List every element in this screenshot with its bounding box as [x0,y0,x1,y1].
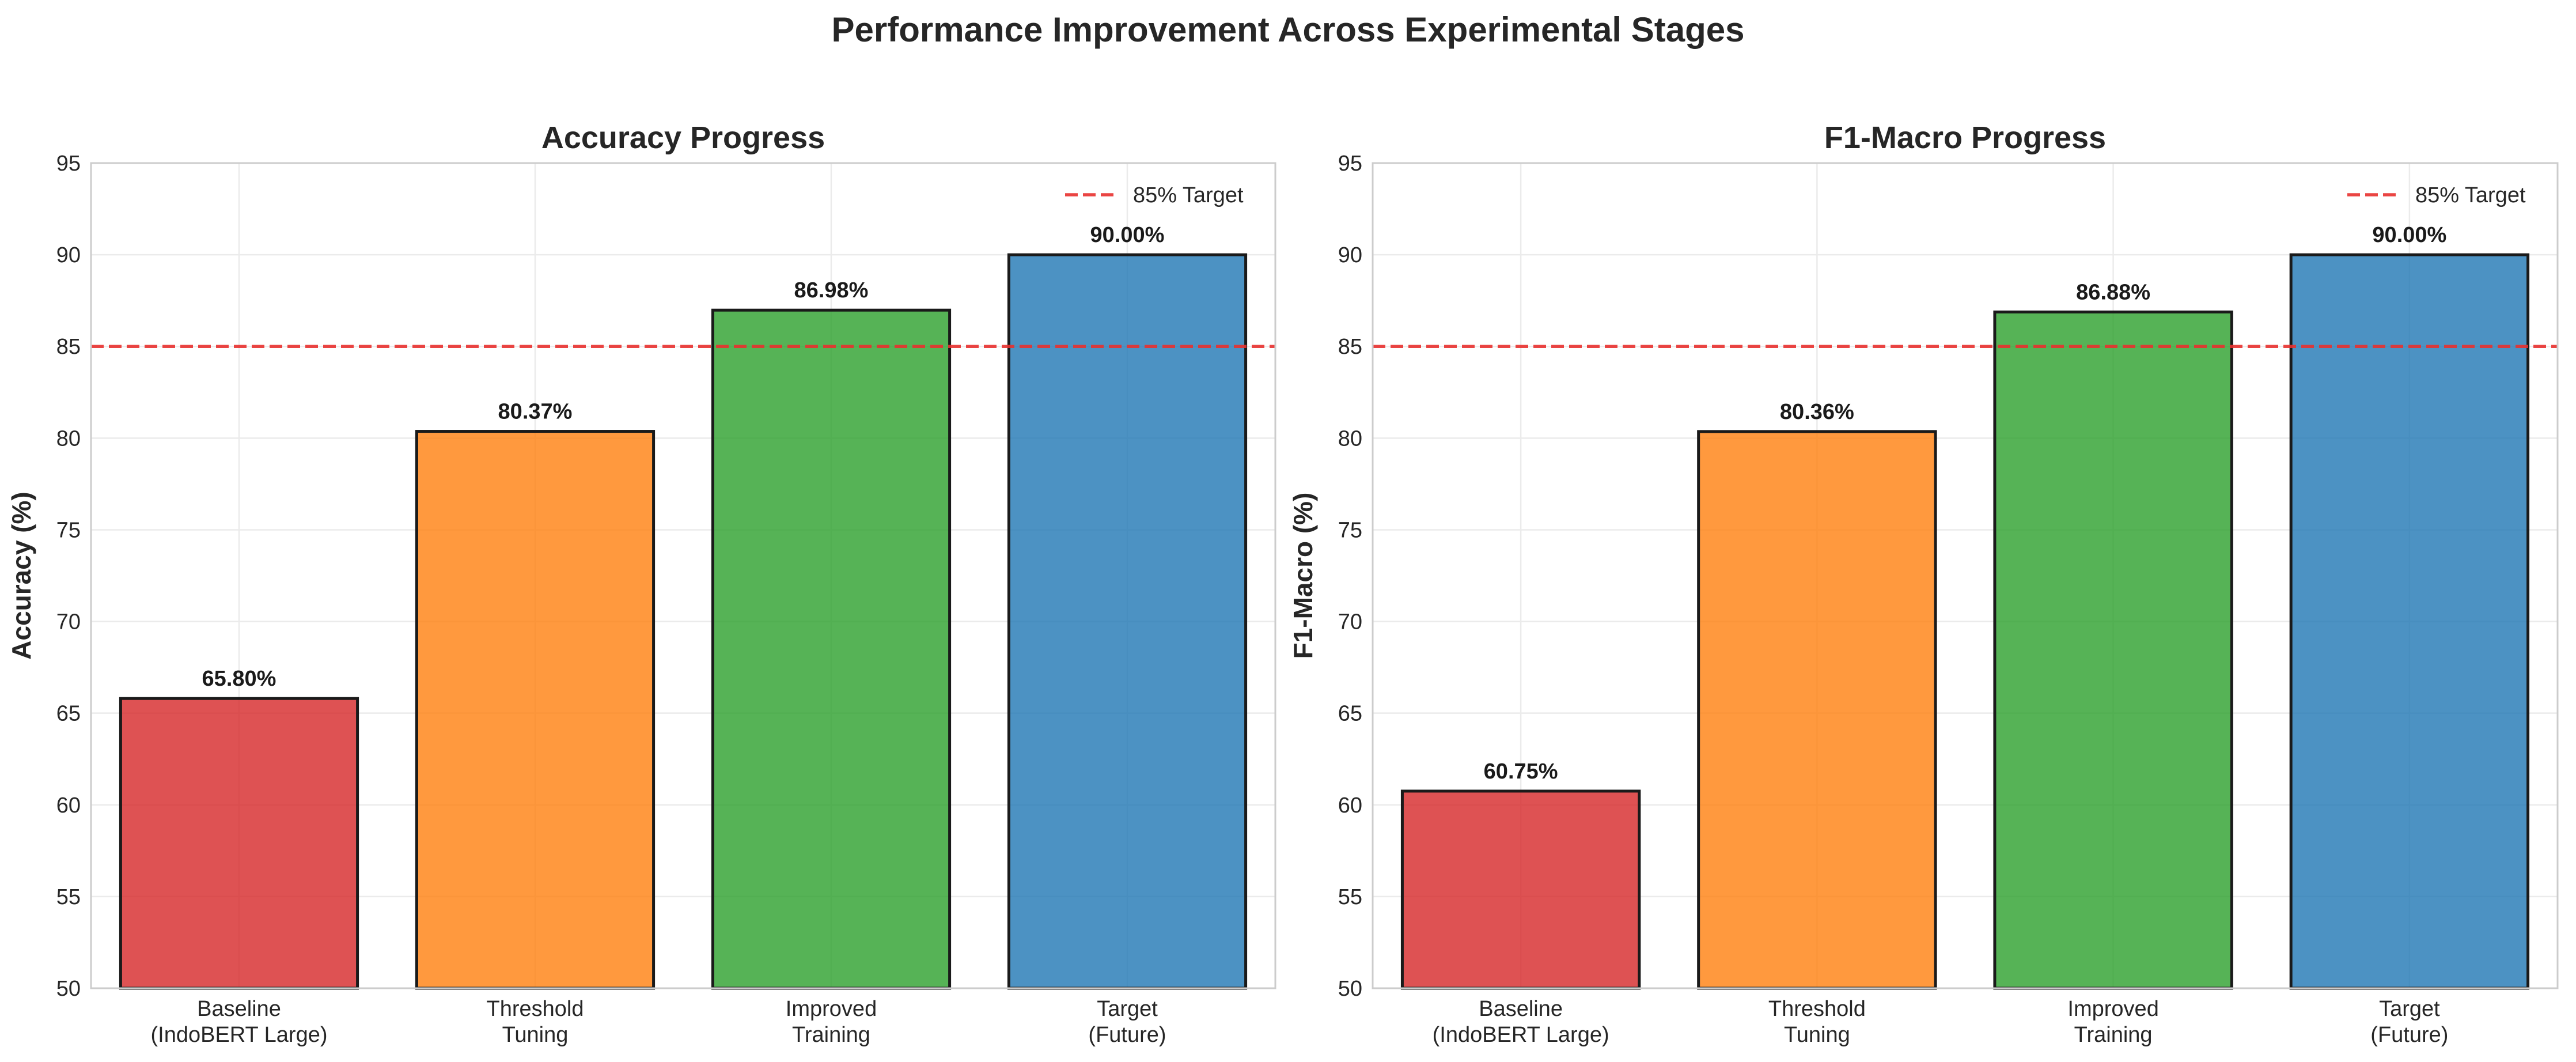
y-tick-label: 70 [1338,610,1362,634]
y-tick-label: 65 [56,702,81,726]
y-tick-label: 85 [1338,335,1362,359]
x-tick-label: Threshold Tuning [1768,997,1866,1047]
bar-value-label: 90.00% [2372,223,2446,247]
y-axis-label: Accuracy (%) [6,492,36,659]
bar [1993,310,2233,990]
y-tick-label: 65 [1338,702,1362,726]
chart-panel-2: 60.75% 80.36% 86.88% 90.00% 50 55 60 65 70 75 80 85… [1288,120,2559,1047]
x-tick-label: Improved Training [786,997,877,1047]
x-tick-label: Target (Future) [2370,997,2448,1047]
legend-label: 85% Target [2415,183,2526,207]
legend: 85% Target [1065,183,1244,207]
bar [119,697,359,990]
bar [415,430,656,990]
y-tick-label: 70 [56,610,81,634]
bar-value-label: 90.00% [1090,223,1165,247]
y-tick-label: 50 [56,977,81,1001]
y-tick-label: 75 [56,518,81,542]
y-tick-label: 85 [56,335,81,359]
bar [711,308,952,990]
bar-value-label: 86.98% [794,278,869,303]
bar [1007,253,1248,990]
chart-panels: 65.80% 80.37% 86.98% 90.00% 50 55 60 65 70 75 80 85… [6,120,2559,1047]
y-tick-label: 90 [56,243,81,267]
x-tick-label: Improved Training [2067,997,2158,1047]
bar-value-label: 60.75% [1484,759,1558,784]
x-tick-label: Threshold Tuning [487,997,584,1047]
bar [2289,253,2530,990]
panel-title: Accuracy Progress [541,120,825,155]
y-tick-label: 75 [1338,518,1362,542]
y-tick-label: 60 [1338,793,1362,818]
legend-label: 85% Target [1133,183,1244,207]
bar-value-label: 80.37% [498,400,573,424]
y-tick-label: 50 [1338,977,1362,1001]
y-tick-label: 55 [1338,885,1362,909]
bar-value-label: 86.88% [2076,280,2150,304]
y-tick-label: 90 [1338,243,1362,267]
y-axis-label: F1-Macro (%) [1288,493,1318,659]
x-tick-label: Target (Future) [1088,997,1166,1047]
axes-frame [1372,162,2559,989]
bar-value-label: 65.80% [202,667,276,691]
x-tick-label: Baseline (IndoBERT Large) [151,997,328,1047]
chart-panel-1: 65.80% 80.37% 86.98% 90.00% 50 55 60 65 70 75 80 85… [6,120,1276,1047]
y-tick-label: 60 [56,793,81,818]
legend: 85% Target [2347,183,2526,207]
y-tick-label: 95 [56,152,81,176]
bar [1697,430,1937,990]
y-tick-label: 80 [56,426,81,451]
panel-title: F1-Macro Progress [1824,120,2106,155]
y-tick-label: 55 [56,885,81,909]
axes-frame [90,162,1276,989]
figure-title: Performance Improvement Across Experimen… [831,10,1744,49]
x-tick-label: Baseline (IndoBERT Large) [1433,997,1609,1047]
y-tick-label: 95 [1338,152,1362,176]
y-tick-label: 80 [1338,426,1362,451]
bar-value-label: 80.36% [1780,400,1854,424]
bar [1400,789,1641,990]
